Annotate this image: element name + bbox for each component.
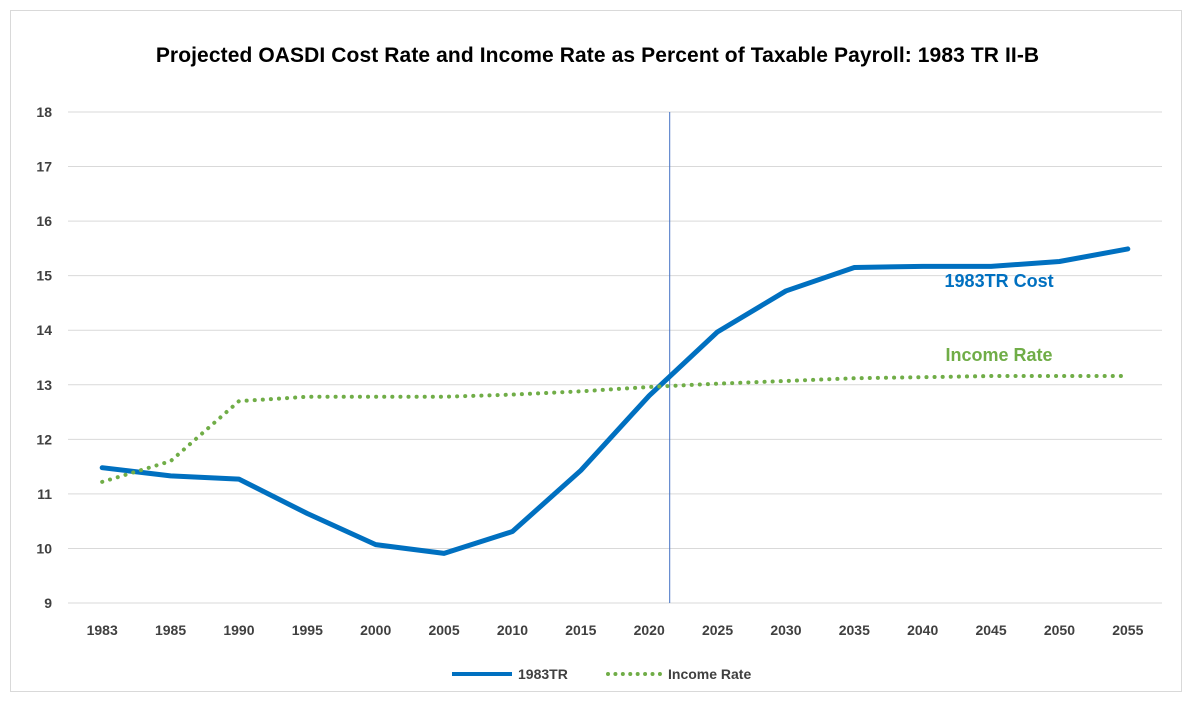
legend-swatch-solid: [452, 672, 512, 676]
annotation-income-rate: Income Rate: [946, 345, 1053, 365]
x-tick-label: 2050: [1044, 622, 1075, 638]
y-tick-label: 10: [36, 540, 52, 556]
gridlines: [68, 111, 1162, 604]
legend-swatch-dotted: [606, 672, 662, 676]
x-tick-label: 2040: [907, 622, 938, 638]
y-tick-label: 13: [36, 377, 52, 393]
series-line-1983tr: [99, 246, 1131, 556]
y-tick-label: 15: [36, 268, 52, 284]
x-tick-label: 1990: [223, 622, 254, 638]
x-tick-label: 1995: [292, 622, 323, 638]
legend: 1983TR Income Rate: [0, 666, 1195, 686]
series-line-income-rate: [100, 374, 1130, 484]
x-tick-label: 2020: [634, 622, 665, 638]
x-tick-label: 2000: [360, 622, 391, 638]
x-tick-label: 1983: [87, 622, 118, 638]
y-tick-label: 18: [36, 104, 52, 120]
chart-title: Projected OASDI Cost Rate and Income Rat…: [155, 44, 1040, 67]
annotation-1983tr-cost: 1983TR Cost: [945, 271, 1054, 291]
x-tick-label: 2025: [702, 622, 733, 638]
annotations: 1983TR Cost Income Rate: [945, 271, 1054, 365]
y-tick-label: 16: [36, 213, 52, 229]
x-tick-label: 2035: [839, 622, 870, 638]
x-tick-label: 2010: [497, 622, 528, 638]
series-group: [99, 246, 1131, 556]
y-tick-label: 9: [44, 595, 52, 611]
x-axis-ticks: 1983 1985 1990 1995 2000 2005 2010 2015 2020 2025…: [87, 622, 1144, 638]
chart-frame: [10, 10, 1182, 692]
x-tick-label: 2055: [1112, 622, 1143, 638]
y-tick-label: 12: [36, 431, 52, 447]
x-tick-label: 2005: [428, 622, 459, 638]
y-tick-label: 14: [36, 322, 52, 338]
y-tick-label: 17: [36, 159, 52, 175]
x-tick-label: 2015: [565, 622, 596, 638]
legend-label-income-rate: Income Rate: [668, 666, 752, 682]
x-tick-label: 2045: [975, 622, 1006, 638]
y-tick-label: 11: [37, 486, 52, 502]
legend-label-1983tr: 1983TR: [518, 666, 568, 682]
legend-item-1983tr: 1983TR: [452, 666, 568, 682]
x-tick-label: 2030: [770, 622, 801, 638]
legend-item-income-rate: Income Rate: [606, 666, 751, 682]
x-tick-label: 1985: [155, 622, 186, 638]
y-axis-ticks: 9 10 11 12 13 14 15 16 17 18: [36, 104, 52, 611]
